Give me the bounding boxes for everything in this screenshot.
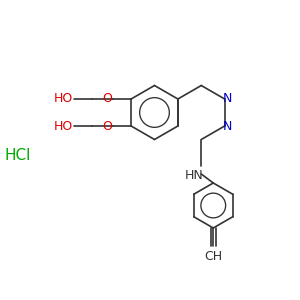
Text: HO: HO bbox=[53, 92, 73, 106]
Text: N: N bbox=[223, 92, 232, 106]
Text: CH: CH bbox=[204, 250, 222, 262]
Text: O: O bbox=[102, 119, 112, 133]
Text: N: N bbox=[223, 119, 232, 133]
Text: HO: HO bbox=[53, 119, 73, 133]
Text: HCl: HCl bbox=[5, 148, 31, 164]
Text: O: O bbox=[102, 92, 112, 106]
Text: HN: HN bbox=[184, 169, 203, 182]
